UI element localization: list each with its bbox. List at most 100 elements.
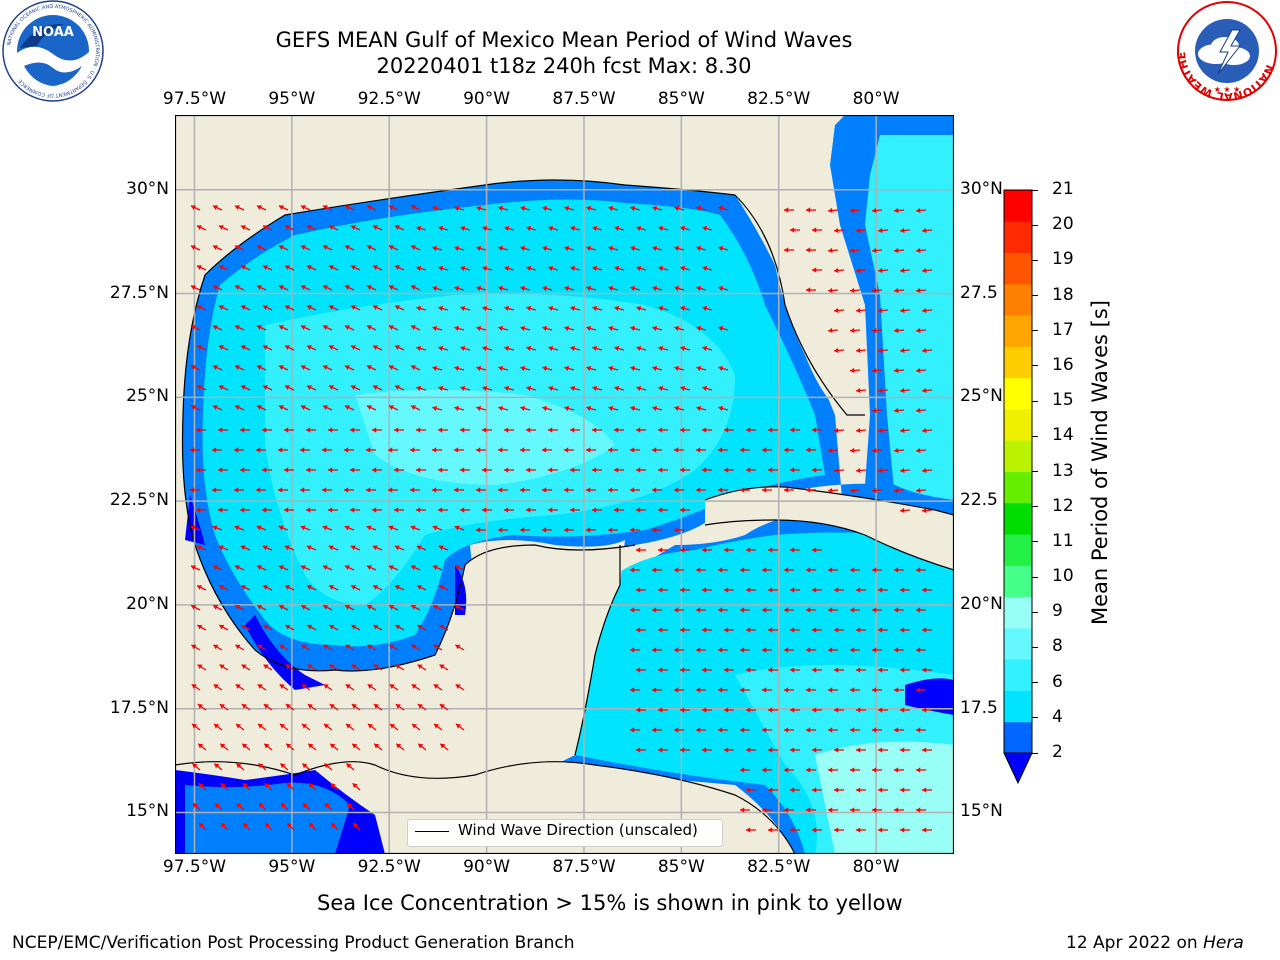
wave-arrowhead bbox=[784, 807, 789, 813]
wave-arrowhead bbox=[417, 624, 423, 630]
wave-arrowhead bbox=[476, 447, 481, 453]
wave-arrowhead bbox=[762, 447, 767, 453]
wave-arrowhead bbox=[790, 427, 795, 433]
wave-arrowhead bbox=[658, 265, 664, 272]
wave-arrowhead bbox=[922, 587, 927, 593]
wave-arrowhead bbox=[197, 664, 203, 670]
wave-arrowhead bbox=[220, 822, 226, 828]
wave-arrowhead bbox=[916, 727, 921, 733]
wave-arrowhead bbox=[922, 387, 927, 394]
chart-title: GEFS MEAN Gulf of Mexico Mean Period of … bbox=[275, 28, 853, 52]
wave-arrowhead bbox=[746, 747, 751, 753]
wave-arrowhead bbox=[328, 427, 333, 433]
wave-arrowhead bbox=[658, 507, 663, 513]
colorbar-tick-label: 13 bbox=[1052, 460, 1074, 481]
wave-arrowhead bbox=[498, 527, 503, 533]
colorbar-tick-mark bbox=[1032, 717, 1038, 719]
wave-arrowhead bbox=[324, 803, 330, 808]
wave-arrowhead bbox=[696, 567, 701, 573]
wave-arrowhead bbox=[284, 305, 290, 310]
wave-arrowhead bbox=[433, 644, 439, 650]
wave-arrowhead bbox=[366, 487, 371, 493]
wave-arrowhead bbox=[718, 325, 724, 332]
wave-arrowhead bbox=[922, 307, 927, 314]
wave-arrowhead bbox=[894, 207, 899, 214]
wave-arrowhead bbox=[878, 427, 883, 434]
wave-arrowhead bbox=[323, 644, 329, 650]
wave-arrowhead bbox=[614, 305, 620, 312]
wave-arrowhead bbox=[630, 687, 635, 693]
wave-arrowhead bbox=[390, 723, 396, 729]
wave-arrowhead bbox=[196, 345, 202, 350]
wave-arrowhead bbox=[236, 723, 242, 729]
wave-arrowhead bbox=[812, 747, 817, 753]
wave-arrowhead bbox=[630, 285, 636, 292]
lon-tick-bottom: 92.5°W bbox=[357, 857, 421, 877]
wave-arrowhead bbox=[460, 427, 465, 433]
wave-arrowhead bbox=[433, 604, 439, 610]
wave-arrowhead bbox=[278, 487, 283, 493]
wave-arrowhead bbox=[300, 405, 306, 410]
wave-arrowhead bbox=[878, 347, 883, 354]
wave-arrowhead bbox=[586, 405, 592, 412]
wave-arrowhead bbox=[234, 525, 240, 531]
wave-arrowhead bbox=[652, 607, 657, 613]
colorbar-label: Mean Period of Wind Waves [s] bbox=[1088, 300, 1112, 625]
wave-arrowhead bbox=[330, 822, 336, 828]
wave-arrowhead bbox=[262, 467, 267, 473]
wave-arrowhead bbox=[372, 507, 377, 513]
wave-arrowhead bbox=[366, 525, 372, 531]
wave-arrowhead bbox=[328, 345, 334, 350]
wave-arrowhead bbox=[416, 305, 422, 312]
wave-arrowhead bbox=[190, 365, 196, 370]
wave-arrowhead bbox=[389, 644, 395, 650]
wave-arrowhead bbox=[900, 467, 905, 474]
colorbar-segment bbox=[1004, 534, 1032, 566]
wave-arrowhead bbox=[394, 545, 400, 551]
wave-arrowhead bbox=[395, 664, 401, 670]
wave-arrowhead bbox=[440, 743, 446, 749]
wave-arrowhead bbox=[344, 205, 350, 210]
wave-arrowhead bbox=[658, 667, 663, 673]
wave-arrowhead bbox=[212, 285, 218, 290]
wave-arrowhead bbox=[548, 265, 554, 272]
colorbar-tick-label: 10 bbox=[1052, 566, 1074, 587]
wave-arrowhead bbox=[454, 205, 460, 212]
wave-arrowhead bbox=[608, 325, 614, 332]
wave-arrowhead bbox=[322, 245, 328, 250]
wave-arrowhead bbox=[850, 687, 855, 693]
wave-arrowhead bbox=[850, 447, 855, 454]
wave-arrowhead bbox=[570, 305, 576, 312]
wave-arrowhead bbox=[740, 767, 745, 773]
wave-arrowhead bbox=[410, 365, 416, 370]
wave-arrowhead bbox=[806, 287, 811, 293]
wave-arrowhead bbox=[394, 305, 400, 310]
wave-arrowhead bbox=[636, 427, 641, 433]
wave-arrowhead bbox=[323, 604, 329, 610]
wave-arrowhead bbox=[196, 385, 202, 390]
wave-arrowhead bbox=[504, 427, 509, 433]
wave-arrowhead bbox=[526, 225, 532, 232]
colorbar-tick-label: 16 bbox=[1052, 354, 1074, 375]
wave-arrowhead bbox=[220, 743, 226, 749]
wave-arrowhead bbox=[630, 527, 635, 533]
chart-subtitle: 20220401 t18z 240h fcst Max: 8.30 bbox=[376, 54, 752, 78]
wave-arrowhead bbox=[762, 767, 767, 773]
wave-arrowhead bbox=[718, 487, 723, 493]
wave-arrowhead bbox=[498, 325, 504, 332]
wave-arrowhead bbox=[241, 624, 247, 630]
colorbar-tick-label: 20 bbox=[1052, 214, 1074, 235]
wave-arrowhead bbox=[300, 285, 306, 290]
wave-arrowhead bbox=[856, 827, 861, 833]
wave-arrowhead bbox=[236, 763, 242, 769]
wave-arrowhead bbox=[460, 507, 465, 513]
lon-tick-bottom: 87.5°W bbox=[552, 857, 616, 877]
colorbar-tick-mark bbox=[1032, 646, 1038, 648]
wave-arrowhead bbox=[790, 667, 795, 673]
wave-arrowhead bbox=[872, 487, 877, 494]
wave-arrowhead bbox=[219, 704, 225, 709]
wave-arrowhead bbox=[234, 205, 240, 210]
wave-arrowhead bbox=[262, 225, 268, 230]
wave-arrowhead bbox=[548, 507, 553, 513]
wave-arrowhead bbox=[900, 747, 905, 753]
